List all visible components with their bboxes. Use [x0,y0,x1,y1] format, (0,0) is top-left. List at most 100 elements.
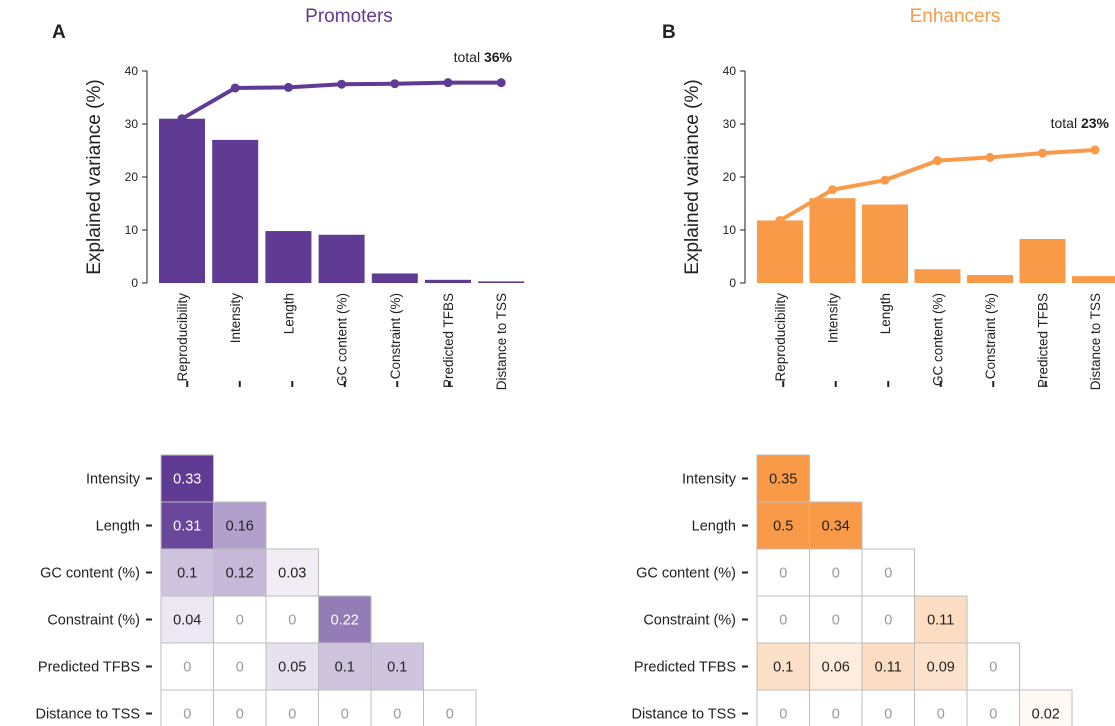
bar [425,279,471,283]
heatmap-cell [966,689,1020,726]
cumulative-point [337,79,347,89]
heatmap-cell [756,454,810,503]
x-tick-label: Constraint (%) [983,293,998,379]
panel-label: B [662,22,676,43]
x-tick-label: Reproducibility [773,293,788,382]
cell-value: 0.03 [278,566,306,582]
x-tick-label: GC content (%) [335,293,350,386]
cell-value: 0.11 [875,660,902,676]
y-axis-label: Explained variance (%) [84,79,105,274]
bar [1072,276,1115,283]
cell-value: 0.16 [226,519,254,535]
cumulative-point [880,175,890,185]
total-label: total [1051,115,1081,131]
cell-value: 0.1 [773,660,793,676]
x-tick-label: Predicted TFBS [1036,293,1051,388]
cell-value: 0.1 [335,660,355,676]
heatmap-cell [160,689,214,726]
total-annotation: total 23% [1051,115,1110,131]
cell-value: 0 [236,613,244,629]
y-tick-label: 30 [723,117,737,131]
y-tick-label: 10 [125,223,139,237]
total-value: 23% [1081,115,1110,131]
cell-value: 0.09 [927,660,955,676]
x-tick-label: Intensity [228,293,243,344]
heatmap-cell [809,548,863,597]
heatmap-cell [370,689,424,726]
x-tick-label: GC content (%) [931,293,946,386]
cell-value: 0.35 [769,472,797,488]
bar [862,204,908,283]
cell-value: 0 [341,707,349,723]
row-label: Constraint (%) [643,613,736,629]
cumulative-point [443,78,453,88]
row-label: Distance to TSS [631,707,736,723]
total-annotation: total 36% [454,49,513,65]
cell-value: 0.33 [173,472,201,488]
cell-value: 0 [832,613,840,629]
heatmap-cell [318,689,372,726]
heatmap-cell [1019,689,1073,726]
cell-value: 0 [183,660,191,676]
cell-value: 0 [183,707,191,723]
x-tick-label: Length [281,293,296,334]
cell-value: 0.05 [278,660,306,676]
cell-value: 0 [832,707,840,723]
cell-value: 0 [989,707,997,723]
cell-value: 0.34 [822,519,850,535]
chart-title: Promoters [305,6,393,27]
cell-value: 0.31 [173,519,201,535]
heatmap-cell [318,595,372,644]
cumulative-point [496,78,506,88]
panel-B-correlation-heatmap: Intensity 0.35 Length 0.5 0.34 GC content (%)… [631,381,1073,726]
row-label: Distance to TSS [35,707,140,723]
cell-value: 0 [989,660,997,676]
heatmap-cell [809,595,863,644]
y-tick-label: 10 [723,223,737,237]
bar [159,118,205,283]
row-label: GC content (%) [40,566,140,582]
y-tick-label: 40 [723,64,737,78]
x-tick-label: Distance to TSS [1088,293,1103,390]
heatmap-cell [423,689,477,726]
y-tick-label: 30 [125,117,139,131]
bar [212,139,259,283]
cumulative-point [1090,145,1100,155]
heatmap-cell [213,595,267,644]
y-axis-label: Explained variance (%) [682,79,703,274]
cumulative-point [775,215,785,225]
row-label: Length [96,519,140,535]
cumulative-point [390,79,400,89]
cell-value: 0 [779,566,787,582]
y-tick-label: 40 [125,64,139,78]
x-tick-label: Distance to TSS [494,293,509,390]
row-label: Intensity [86,472,141,488]
heatmap-cell [160,454,214,503]
heatmap-cell [213,501,267,550]
x-tick-label: Constraint (%) [388,293,403,379]
bar [967,275,1013,283]
cumulative-point [985,152,995,162]
x-tick-label: Predicted TFBS [441,293,456,388]
total-label: total [454,49,484,65]
cumulative-point [177,114,187,124]
panel-label: A [52,22,66,43]
heatmap-cell [160,595,214,644]
cell-value: 0 [884,613,892,629]
cell-value: 0 [288,707,296,723]
bar [478,281,525,283]
heatmap-cell [213,689,267,726]
row-label: Predicted TFBS [38,660,140,676]
row-label: Length [692,519,736,535]
heatmap-cell [914,689,968,726]
bar [318,234,365,283]
cumulative-point [230,83,240,93]
heatmap-cell [318,642,372,691]
cell-value: 0 [884,566,892,582]
row-label: Intensity [682,472,737,488]
cell-value: 0.12 [226,566,254,582]
panel-A-bar-chart: A Promoters 0 10 20 30 40 Explained variance (%… [52,6,525,390]
row-label: Constraint (%) [47,613,140,629]
cell-value: 0 [832,566,840,582]
